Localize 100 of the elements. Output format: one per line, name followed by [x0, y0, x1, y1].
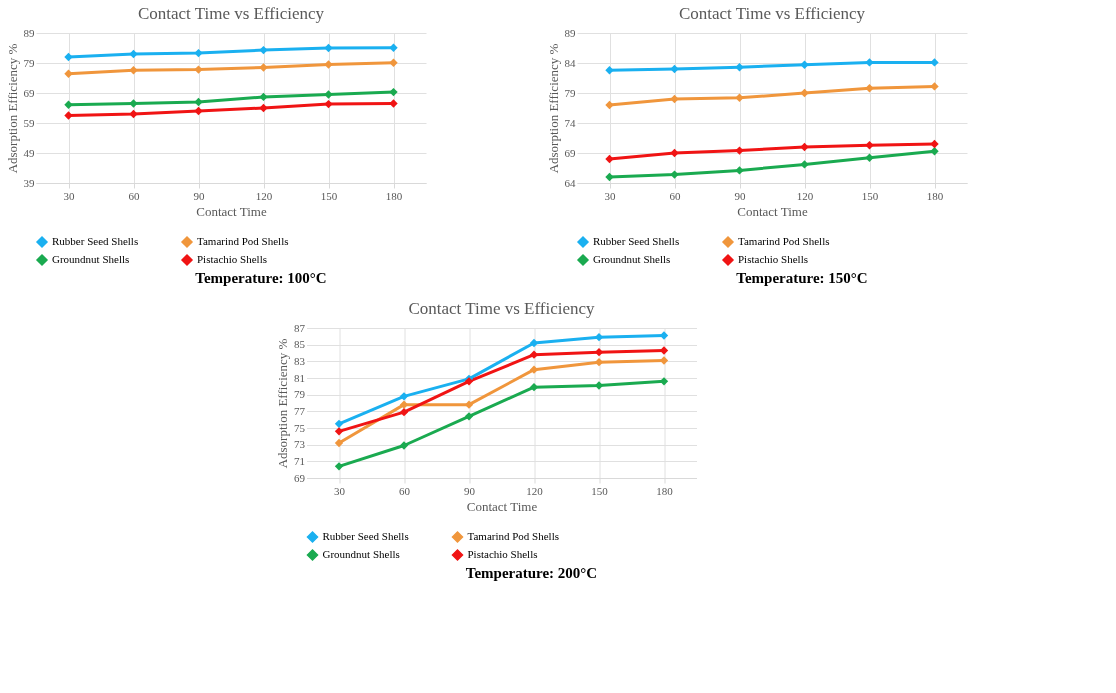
- point: [334, 419, 344, 429]
- y-tick-label: 87: [294, 321, 306, 334]
- point: [865, 141, 874, 150]
- text: Temperature: 150°C: [736, 270, 868, 286]
- point: [670, 148, 679, 158]
- point: [259, 63, 268, 72]
- point: [334, 462, 344, 471]
- y-axis-title: Adsorption Efficiency %: [4, 43, 20, 174]
- point: [129, 99, 138, 108]
- legend-label: Tamarind Pod Shells: [197, 235, 289, 247]
- y-tick-label: 89: [564, 26, 576, 39]
- x-tick-label: 120: [255, 189, 273, 202]
- legend-label: Rubber Seed Shells: [52, 235, 139, 247]
- x-axis-title: Contact Time: [196, 203, 267, 219]
- legend-label: Rubber Seed Shells: [322, 530, 409, 542]
- point: [800, 142, 809, 152]
- x-tick-label: 150: [861, 189, 879, 202]
- point: [800, 88, 809, 98]
- point: [129, 66, 138, 75]
- y-tick-label: 59: [23, 116, 35, 129]
- y-tick-label: 71: [294, 454, 305, 467]
- y-tick-label: 79: [23, 56, 35, 69]
- point: [324, 90, 333, 99]
- y-tick-label: 73: [294, 438, 306, 451]
- x-tick-label: 90: [734, 189, 746, 202]
- point: [670, 170, 679, 179]
- point: [735, 166, 744, 175]
- y-tick-label: 77: [294, 404, 306, 417]
- point: [670, 94, 679, 104]
- x-tick-label: 180: [385, 189, 403, 202]
- x-axis-title: Contact Time: [466, 498, 538, 514]
- point: [800, 160, 809, 169]
- x-tick-label: 60: [128, 189, 140, 202]
- legend-label: Pistachio Shells: [197, 253, 267, 265]
- y-tick-label: 69: [294, 471, 306, 484]
- point: [259, 92, 268, 102]
- y-axis-title: Adsorption Efficiency %: [275, 338, 290, 469]
- point: [464, 400, 474, 409]
- y-tick-label: 69: [564, 146, 576, 159]
- x-tick-label: 180: [656, 484, 674, 497]
- x-tick-label: 30: [63, 189, 75, 202]
- point: [194, 48, 203, 58]
- point: [605, 66, 614, 75]
- legend-label: Rubber Seed Shells: [593, 235, 680, 247]
- x-tick-label: 180: [926, 189, 944, 202]
- x-tick-label: 150: [591, 484, 609, 497]
- point: [334, 427, 344, 436]
- point: [334, 438, 344, 448]
- point: [194, 65, 203, 74]
- point: [194, 106, 203, 116]
- point: [259, 45, 268, 55]
- x-tick-label: 120: [526, 484, 544, 497]
- x-tick-label: 90: [464, 484, 476, 497]
- y-axis-title: Adsorption Efficiency %: [545, 43, 561, 174]
- point: [930, 82, 939, 91]
- point: [399, 407, 409, 417]
- x-axis-title: Contact Time: [737, 203, 808, 219]
- y-tick-label: 74: [564, 116, 576, 129]
- point: [194, 97, 203, 107]
- point: [389, 87, 398, 97]
- point: [529, 382, 539, 392]
- y-tick-label: 83: [294, 354, 306, 367]
- point: [64, 69, 73, 78]
- point: [324, 99, 333, 109]
- y-tick-label: 75: [294, 421, 306, 434]
- y-tick-label: 79: [294, 388, 306, 401]
- point: [389, 58, 398, 67]
- point: [399, 441, 409, 450]
- legend-label: Groundnut Shells: [52, 253, 130, 265]
- x-tick-label: 150: [320, 189, 338, 202]
- point: [259, 103, 268, 113]
- point: [324, 43, 333, 53]
- chart-title: Contact Time vs Efficiency: [137, 4, 325, 23]
- x-tick-label: 60: [669, 189, 681, 202]
- legend-label: Tamarind Pod Shells: [467, 530, 560, 542]
- point: [399, 392, 409, 401]
- point: [735, 63, 744, 72]
- y-tick-label: 89: [23, 26, 35, 39]
- point: [464, 412, 474, 421]
- point: [324, 60, 333, 69]
- y-tick-label: 39: [23, 176, 35, 189]
- point: [389, 43, 398, 52]
- legend-label: Pistachio Shells: [467, 548, 538, 560]
- point: [800, 60, 809, 69]
- chart-title: Contact Time vs Efficiency: [408, 299, 596, 318]
- point: [64, 52, 73, 62]
- y-tick-label: 49: [23, 146, 35, 159]
- y-tick-label: 79: [564, 86, 576, 99]
- point: [659, 346, 669, 355]
- legend-label: Tamarind Pod Shells: [738, 235, 830, 247]
- point: [865, 84, 874, 93]
- y-tick-label: 64: [564, 176, 576, 189]
- text: Temperature: 200°C: [465, 565, 598, 581]
- x-tick-label: 60: [399, 484, 411, 497]
- point: [64, 100, 73, 109]
- point: [605, 100, 614, 110]
- point: [735, 146, 744, 155]
- legend-label: Groundnut Shells: [322, 548, 400, 560]
- point: [605, 154, 614, 164]
- point: [605, 172, 614, 182]
